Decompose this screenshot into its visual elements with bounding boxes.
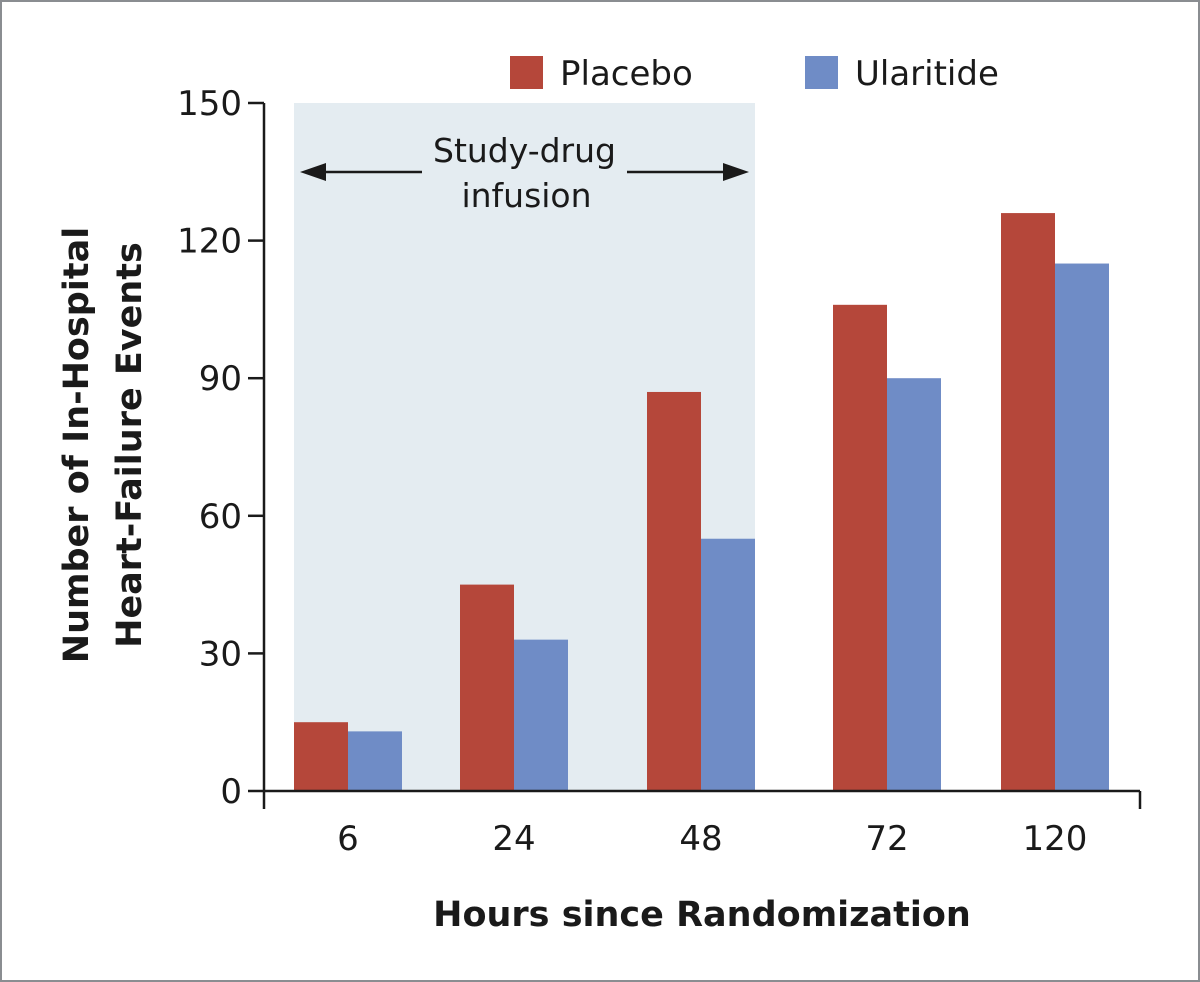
x-axis-title: Hours since Randomization xyxy=(433,895,971,935)
bar-ularitide-24h xyxy=(514,639,568,791)
infusion-annotation: Study-drug infusion xyxy=(300,131,749,215)
bar-placebo-72h xyxy=(833,304,887,791)
y-axis-title-line-1: Number of In-Hospital xyxy=(57,227,97,663)
y-tick-label-60: 60 xyxy=(199,497,242,537)
infusion-label-line-2: infusion xyxy=(461,176,591,215)
bar-placebo-120h xyxy=(1001,213,1055,791)
bar-ularitide-120h xyxy=(1055,263,1109,791)
legend-label-placebo: Placebo xyxy=(560,54,693,94)
x-tick-label-48: 48 xyxy=(679,819,722,859)
bar-ularitide-72h xyxy=(887,378,941,791)
legend-label-ularitide: Ularitide xyxy=(855,54,999,94)
bar-placebo-48h xyxy=(647,391,701,791)
y-tick-label-0: 0 xyxy=(220,772,242,812)
y-tick-label-150: 150 xyxy=(177,84,242,124)
bars-group xyxy=(294,213,1109,791)
y-axis-title-line-2: Heart-Failure Events xyxy=(110,242,150,648)
y-tick-label-120: 120 xyxy=(177,222,242,262)
bar-placebo-6h xyxy=(294,722,348,791)
x-tick-label-120: 120 xyxy=(1023,819,1088,859)
bar-ularitide-48h xyxy=(701,538,755,791)
bar-placebo-24h xyxy=(460,584,514,791)
legend-swatch-placebo xyxy=(510,56,543,89)
x-tick-label-6: 6 xyxy=(337,819,359,859)
y-tick-label-30: 30 xyxy=(199,634,242,674)
y-tick-label-90: 90 xyxy=(199,359,242,399)
legend-swatch-ularitide xyxy=(805,56,838,89)
axes-group: 0 30 60 90 120 150 6 24 48 72 120 xyxy=(177,84,1142,859)
left-arrowhead xyxy=(300,163,326,181)
legend: Placebo Ularitide xyxy=(510,54,999,94)
x-tick-label-72: 72 xyxy=(865,819,908,859)
x-tick-label-24: 24 xyxy=(492,819,535,859)
infusion-label-line-1: Study-drug xyxy=(433,131,616,170)
right-arrowhead xyxy=(723,163,749,181)
bar-ularitide-6h xyxy=(348,731,402,791)
